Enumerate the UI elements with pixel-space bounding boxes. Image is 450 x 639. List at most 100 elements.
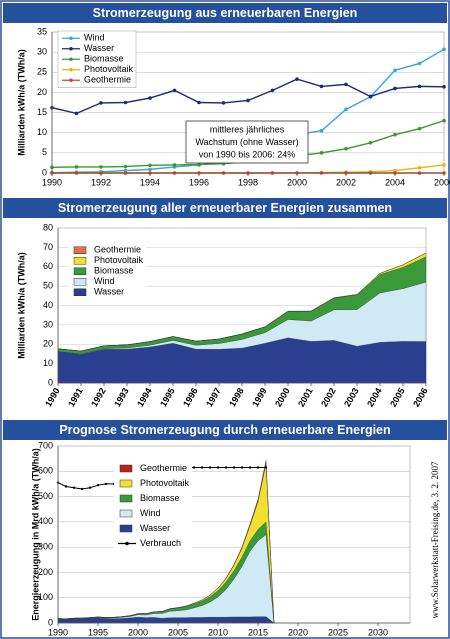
x-tick-label: 1990	[42, 177, 62, 187]
x-tick-label: 1996	[189, 177, 209, 187]
x-tick-label: 2006	[434, 177, 450, 187]
credit: www.Solarwerkstatt-Freising.de, 3. 2. 20…	[430, 461, 440, 618]
point	[256, 466, 260, 469]
point	[172, 88, 177, 93]
x-tick-label: 1997	[204, 386, 223, 408]
point	[197, 100, 201, 105]
x-tick-label: 2025	[328, 627, 348, 637]
point	[72, 486, 76, 489]
x-tick-label: 1998	[238, 177, 258, 187]
legend-label: Wasser	[94, 287, 124, 297]
y-tick-label: 100	[38, 592, 53, 602]
y-tick-label: 400	[38, 516, 53, 526]
x-tick-label: 1996	[181, 386, 200, 408]
legend-box	[114, 459, 192, 553]
legend-label: Wind	[140, 508, 161, 518]
legend-marker	[69, 78, 73, 83]
x-tick-label: 2020	[288, 627, 308, 637]
y-tick-label: 200	[38, 567, 53, 577]
point	[417, 84, 422, 89]
point	[246, 98, 250, 103]
x-tick-label: 2006	[411, 386, 430, 408]
x-tick-label: 2010	[208, 627, 228, 637]
legend-swatch	[119, 464, 133, 473]
header-bar	[3, 420, 447, 440]
y-tick-label: 0	[42, 167, 47, 177]
legend-swatch	[73, 288, 87, 296]
legend-label: Biomasse	[94, 266, 134, 276]
x-tick-label: 2000	[287, 177, 307, 187]
x-tick-label: 1994	[140, 177, 160, 187]
legend-label: Biomasse	[84, 54, 124, 64]
y-tick-label: 20	[43, 339, 53, 349]
x-tick-label: 2005	[388, 386, 407, 408]
legend-swatch	[119, 524, 133, 533]
point	[344, 107, 348, 112]
x-tick-label: 1990	[48, 627, 68, 637]
point	[99, 165, 103, 169]
point	[240, 466, 244, 469]
legend-swatch	[73, 267, 87, 275]
y-tick-label: 600	[38, 466, 53, 476]
legend-label: Photovoltaik	[94, 255, 144, 265]
point	[248, 466, 252, 469]
legend-marker	[69, 67, 73, 72]
point	[88, 486, 92, 489]
annotation: mittleres jährliches	[210, 124, 285, 134]
point	[442, 163, 446, 167]
point	[123, 100, 128, 105]
point	[344, 147, 348, 151]
x-tick-label: 1994	[135, 386, 154, 408]
x-tick-label: 2004	[385, 177, 405, 187]
legend-marker	[69, 36, 73, 41]
x-tick-label: 1995	[88, 627, 108, 637]
point	[232, 466, 236, 469]
legend-label: Photovoltaik	[84, 64, 134, 74]
x-tick-label: 2000	[128, 627, 148, 637]
x-tick-label: 2001	[296, 386, 315, 408]
annotation: von 1990 bis 2006: 24%	[199, 149, 296, 159]
point	[344, 82, 348, 87]
point	[224, 466, 228, 469]
x-tick-label: 2005	[168, 627, 188, 637]
point	[208, 466, 212, 469]
y-tick-label: 700	[38, 440, 53, 450]
y-tick-label: 0	[48, 377, 53, 387]
legend-label: Wind	[84, 33, 105, 43]
legend-swatch	[119, 479, 133, 488]
y-tick-label: 15	[37, 107, 47, 117]
x-tick-label: 2002	[319, 386, 338, 408]
point	[442, 47, 446, 52]
chart-title: Stromerzeugung aller erneuerbarer Energi…	[58, 201, 392, 215]
point	[417, 165, 422, 170]
y-tick-label: 50	[43, 281, 53, 291]
x-tick-label: 2004	[365, 386, 384, 408]
legend-label: Verbrauch	[140, 538, 181, 548]
legend-label: Photovoltaik	[140, 478, 190, 488]
y-axis-label: Milliarden kWh/a (TWh/a)	[16, 49, 26, 156]
point	[148, 96, 152, 100]
y-tick-label: 40	[43, 300, 53, 310]
point	[200, 466, 204, 469]
legend-label: Wasser	[84, 43, 114, 53]
point	[393, 68, 397, 73]
legend-marker	[125, 541, 129, 546]
annotation-box	[185, 120, 309, 164]
legend-label: Geothermie	[94, 245, 141, 255]
point	[319, 84, 324, 89]
y-tick-label: 70	[43, 242, 53, 252]
legend-swatch	[73, 278, 87, 286]
y-tick-label: 20	[37, 87, 47, 97]
point	[123, 164, 128, 169]
point	[319, 151, 324, 155]
point	[295, 77, 299, 81]
point	[96, 483, 100, 487]
point	[368, 140, 373, 145]
point	[64, 485, 68, 488]
legend-swatch	[73, 257, 87, 265]
point	[148, 163, 152, 168]
point	[319, 128, 324, 133]
x-tick-label: 2015	[248, 627, 268, 637]
x-tick-label: 1993	[112, 386, 131, 408]
